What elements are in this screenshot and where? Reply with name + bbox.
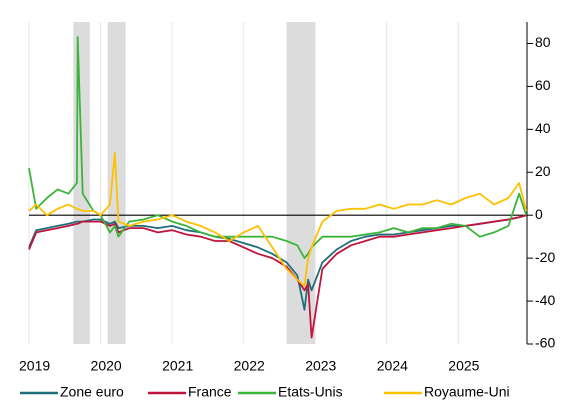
- y-tick-label: -40: [535, 292, 555, 308]
- series-line: [28, 214, 527, 311]
- x-tick-label: 2021: [162, 358, 193, 374]
- series-line: [28, 214, 527, 339]
- x-tick-label: 2022: [234, 358, 265, 374]
- legend-label: France: [188, 384, 232, 400]
- legend-label: Etats-Unis: [278, 384, 343, 400]
- y-tick-label: 0: [535, 206, 543, 222]
- legend-label: Zone euro: [60, 384, 124, 400]
- x-tick-label: 2019: [19, 358, 50, 374]
- x-tick-label: 2020: [91, 358, 122, 374]
- series-line: [28, 152, 528, 287]
- x-tick-label: 2024: [377, 358, 408, 374]
- series-line: [28, 36, 528, 259]
- y-tick-label: 20: [535, 163, 551, 179]
- y-tick-label: -20: [535, 249, 555, 265]
- legend-label: Royaume-Uni: [424, 384, 510, 400]
- x-tick-label: 2023: [305, 358, 336, 374]
- y-tick-label: 80: [535, 34, 551, 50]
- y-tick-label: -60: [535, 335, 555, 351]
- x-tick-label: 2025: [448, 358, 479, 374]
- y-tick-label: 60: [535, 77, 551, 93]
- y-tick-label: 40: [535, 120, 551, 136]
